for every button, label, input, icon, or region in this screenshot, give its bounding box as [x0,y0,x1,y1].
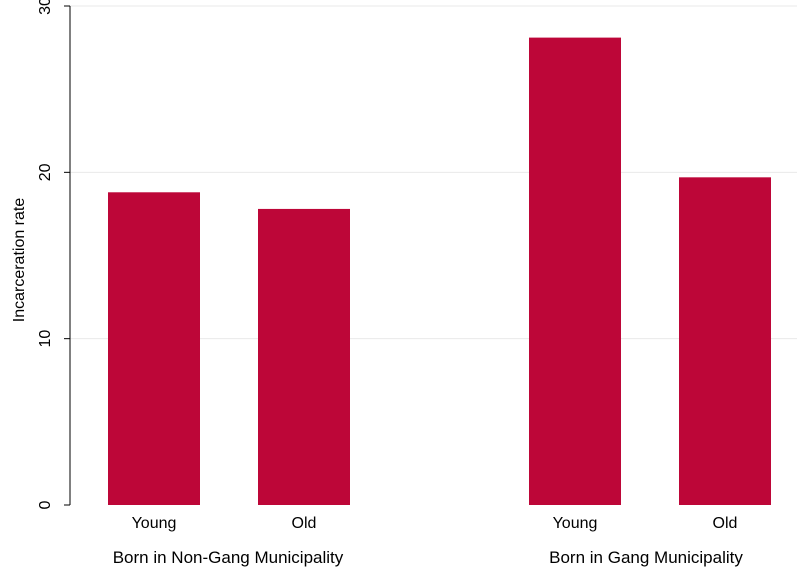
y-tick-label: 30 [37,0,54,15]
bar-category-label: Young [132,515,177,532]
bar-category-label: Old [713,515,738,532]
bar [529,37,621,505]
bar [258,208,350,505]
labels: 0 10 20 30 Incarceration rate Young Old Born in… [11,0,743,567]
y-tick-label: 10 [37,330,54,348]
y-tick-label: 20 [37,163,54,181]
y-tick-label: 0 [37,500,54,509]
bar-category-label: Old [292,515,317,532]
bar-category-label: Young [553,515,598,532]
bars [108,37,771,505]
group-label: Born in Non-Gang Municipality [113,548,344,567]
bar [679,177,771,505]
group-label: Born in Gang Municipality [549,548,743,567]
y-axis-title: Incarceration rate [11,198,28,323]
axes [64,5,71,506]
bar [108,192,200,505]
